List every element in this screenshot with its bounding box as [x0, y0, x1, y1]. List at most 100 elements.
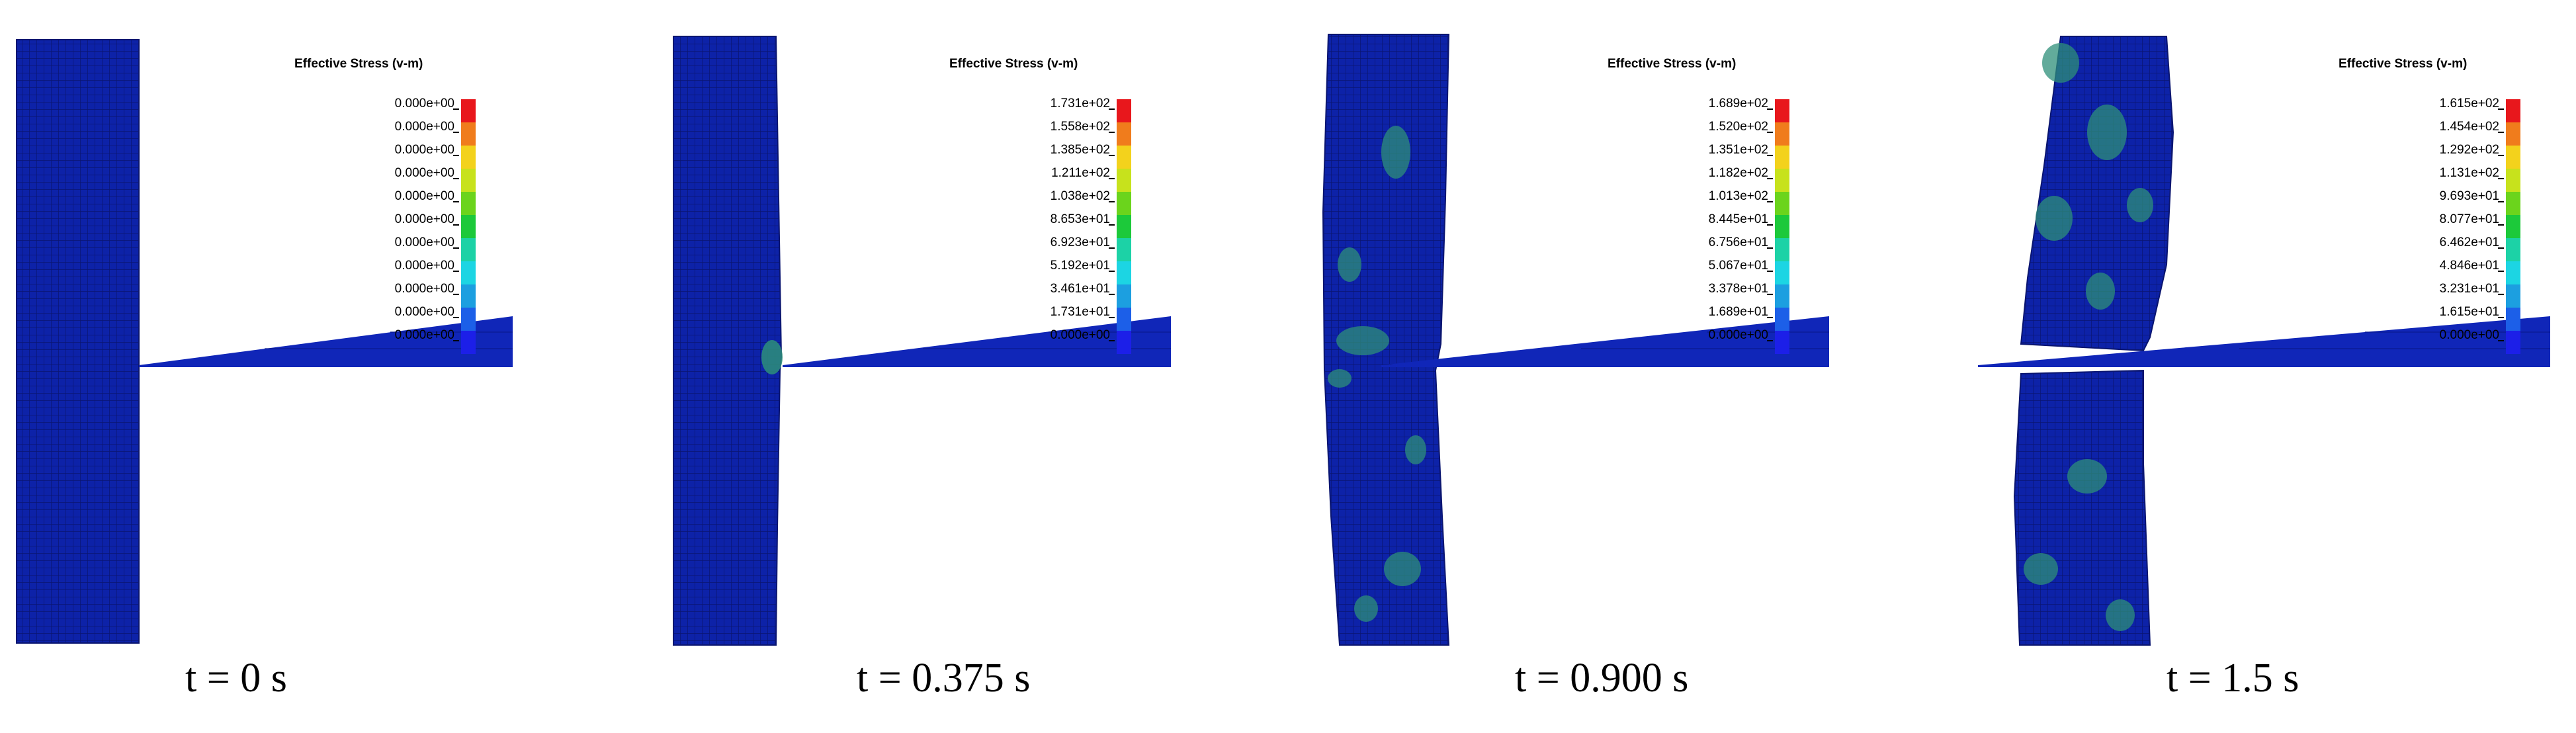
time-caption: t = 0.375 s: [857, 656, 1031, 701]
legend-tick-mark: [453, 178, 459, 179]
legend-tick-label: 0.000e+00: [394, 97, 454, 110]
legend-tick-mark: [2498, 224, 2504, 226]
legend-color-segment: [1775, 215, 1789, 238]
legend-color-segment: [2506, 99, 2520, 122]
legend-tick-label: 8.445e+01: [1708, 212, 1768, 226]
legend-tick-mark: [453, 108, 459, 110]
legend-color-segment: [461, 122, 476, 146]
simulation-view-t15: [1978, 36, 2550, 646]
legend-tick-label: 0.000e+00: [394, 328, 454, 342]
legend-title: Effective Stress (v-m): [294, 57, 423, 71]
legend-tick-mark: [1767, 340, 1773, 341]
legend-title: Effective Stress (v-m): [1608, 57, 1737, 71]
legend-color-segment: [1117, 238, 1131, 261]
legend-tick-label: 6.756e+01: [1708, 236, 1768, 249]
legend-tick-label: 1.615e+02: [2439, 97, 2499, 110]
legend-tick-label: 1.013e+02: [1708, 189, 1768, 203]
legend-tick-mark: [1767, 201, 1773, 202]
simulation-view-t0900: [1322, 34, 1829, 646]
legend-tick-mark: [1767, 132, 1773, 133]
panel-t0900: Effective Stress (v-m) t = 0.900 s 1.689…: [1316, 0, 1960, 733]
legend-color-segment: [2506, 261, 2520, 284]
stress-patches: [1328, 126, 1426, 622]
legend-color-bar: [461, 99, 476, 354]
legend-tick-mark: [453, 155, 459, 156]
legend-color-segment: [461, 146, 476, 169]
legend-tick-label: 0.000e+00: [394, 212, 454, 226]
legend-color-segment: [1775, 331, 1789, 354]
legend-color-segment: [2506, 284, 2520, 308]
legend-tick-mark: [453, 271, 459, 272]
legend-tick-mark: [453, 294, 459, 295]
cutting-blade: [1381, 316, 1829, 367]
time-caption: t = 0 s: [185, 656, 287, 701]
legend-tick-label: 0.000e+00: [394, 282, 454, 296]
legend-tick-mark: [1767, 224, 1773, 226]
legend-color-segment: [2506, 192, 2520, 215]
legend-tick-label: 1.558e+02: [1050, 120, 1110, 134]
legend-color-segment: [2506, 308, 2520, 331]
legend-tick-mark: [2498, 271, 2504, 272]
legend-color-segment: [1117, 331, 1131, 354]
panel-t0375: Effective Stress (v-m) t = 0.375 s 1.731…: [658, 0, 1302, 733]
legend-color-segment: [1117, 284, 1131, 308]
legend-tick-label: 0.000e+00: [394, 189, 454, 203]
legend-tick-label: 0.000e+00: [1708, 328, 1768, 342]
legend-tick-label: 1.385e+02: [1050, 143, 1110, 157]
legend-color-segment: [461, 169, 476, 192]
legend-color-segment: [1117, 169, 1131, 192]
legend-title: Effective Stress (v-m): [949, 57, 1078, 71]
legend-tick-mark: [1109, 178, 1115, 179]
specimen-column: [673, 36, 783, 646]
panel-t15: Effective Stress (v-m) t = 1.5 s 1.615e+…: [1975, 0, 2576, 733]
cutting-blade: [783, 316, 1171, 367]
legend-tick-mark: [1109, 340, 1115, 341]
legend-tick-mark: [2498, 247, 2504, 249]
legend-tick-label: 0.000e+00: [394, 120, 454, 134]
legend-color-segment: [1117, 99, 1131, 122]
legend-color-segment: [461, 261, 476, 284]
legend-tick-label: 4.846e+01: [2439, 259, 2499, 273]
legend-tick-label: 1.038e+02: [1050, 189, 1110, 203]
legend-color-segment: [1117, 192, 1131, 215]
legend-color-segment: [2506, 238, 2520, 261]
legend-color-segment: [2506, 122, 2520, 146]
stress-patches: [2024, 43, 2153, 631]
legend-tick-label: 8.653e+01: [1050, 212, 1110, 226]
legend-tick-label: 8.077e+01: [2439, 212, 2499, 226]
legend-color-segment: [461, 238, 476, 261]
legend-tick-mark: [1109, 132, 1115, 133]
legend-tick-mark: [1767, 247, 1773, 249]
legend-tick-mark: [1767, 294, 1773, 295]
legend-color-segment: [1775, 146, 1789, 169]
legend-color-segment: [461, 331, 476, 354]
legend-tick-label: 1.731e+01: [1050, 305, 1110, 319]
legend-tick-mark: [2498, 294, 2504, 295]
legend-tick-label: 0.000e+00: [394, 259, 454, 273]
legend-color-segment: [461, 215, 476, 238]
legend-tick-label: 0.000e+00: [1050, 328, 1110, 342]
simulation-view-t0: [16, 39, 513, 644]
legend-color-segment: [1775, 308, 1789, 331]
legend-color-segment: [461, 284, 476, 308]
time-caption: t = 0.900 s: [1515, 656, 1689, 701]
legend-tick-label: 1.520e+02: [1708, 120, 1768, 134]
legend-tick-mark: [1109, 317, 1115, 318]
legend-tick-label: 1.292e+02: [2439, 143, 2499, 157]
legend-color-segment: [2506, 146, 2520, 169]
legend-tick-label: 1.615e+01: [2439, 305, 2499, 319]
legend-tick-label: 1.731e+02: [1050, 97, 1110, 110]
legend-color-bar: [2506, 99, 2520, 354]
legend-tick-mark: [1767, 271, 1773, 272]
legend-tick-mark: [2498, 178, 2504, 179]
legend-color-segment: [461, 308, 476, 331]
legend-tick-label: 0.000e+00: [394, 236, 454, 249]
legend-tick-mark: [1109, 108, 1115, 110]
legend-tick-label: 5.067e+01: [1708, 259, 1768, 273]
legend-tick-label: 1.454e+02: [2439, 120, 2499, 134]
legend-color-bar: [1117, 99, 1131, 354]
legend-tick-mark: [1109, 247, 1115, 249]
legend-tick-label: 1.211e+02: [1051, 166, 1110, 180]
legend-tick-label: 1.689e+02: [1708, 97, 1768, 110]
legend-tick-label: 1.131e+02: [2439, 166, 2499, 180]
